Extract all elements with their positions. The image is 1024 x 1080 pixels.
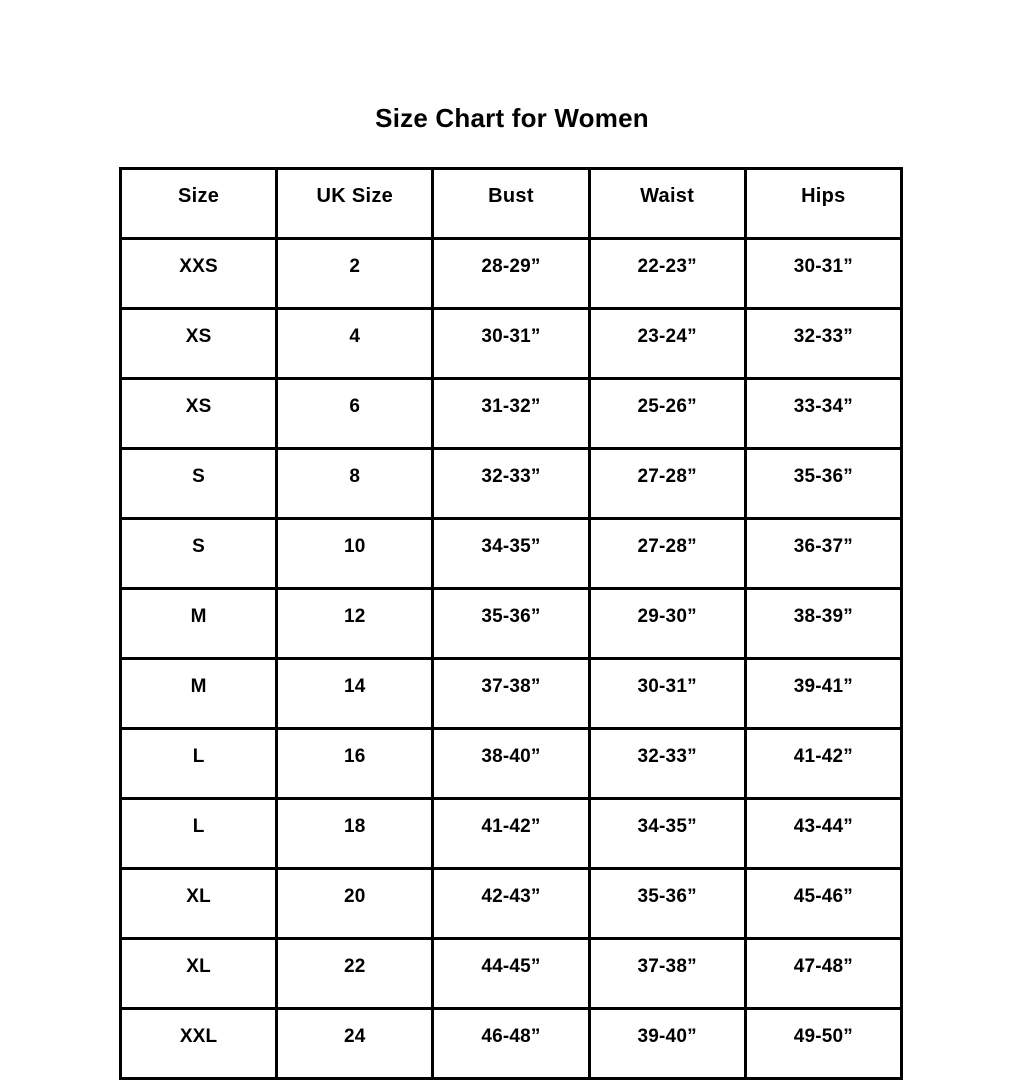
cell-bust: 38-40” [431, 727, 591, 800]
cell-hips: 47-48” [743, 937, 903, 1010]
cell-uk-size: 18 [275, 797, 435, 870]
cell-bust: 34-35” [431, 517, 591, 590]
cell-waist: 32-33” [587, 727, 747, 800]
table-body: XXS 2 28-29” 22-23” 30-31” XS 4 30-31” 2… [118, 237, 903, 1080]
cell-waist: 35-36” [587, 867, 747, 940]
cell-size: S [118, 517, 279, 590]
cell-bust: 44-45” [431, 937, 591, 1010]
size-chart-table: Size UK Size Bust Waist Hips XXS 2 28-29… [118, 167, 903, 1080]
cell-size: XXL [118, 1007, 279, 1080]
cell-size: XL [118, 937, 279, 1010]
table-row: S 10 34-35” 27-28” 36-37” [118, 517, 903, 590]
column-header-size: Size [118, 167, 279, 240]
cell-uk-size: 20 [275, 867, 435, 940]
cell-size: M [118, 657, 279, 730]
table-row: XL 20 42-43” 35-36” 45-46” [118, 867, 903, 940]
cell-bust: 46-48” [431, 1007, 591, 1080]
table-row: XXS 2 28-29” 22-23” 30-31” [118, 237, 903, 310]
cell-waist: 39-40” [587, 1007, 747, 1080]
cell-hips: 36-37” [743, 517, 903, 590]
cell-size: S [118, 447, 279, 520]
cell-bust: 35-36” [431, 587, 591, 660]
cell-size: XS [118, 377, 279, 450]
column-header-bust: Bust [431, 167, 591, 240]
column-header-hips: Hips [743, 167, 903, 240]
cell-waist: 27-28” [587, 517, 747, 590]
cell-waist: 37-38” [587, 937, 747, 1010]
table-row: XS 6 31-32” 25-26” 33-34” [118, 377, 903, 450]
table-row: XS 4 30-31” 23-24” 32-33” [118, 307, 903, 380]
cell-bust: 41-42” [431, 797, 591, 870]
table-row: L 16 38-40” 32-33” 41-42” [118, 727, 903, 800]
cell-waist: 27-28” [587, 447, 747, 520]
page-title: Size Chart for Women [375, 103, 649, 133]
cell-hips: 35-36” [743, 447, 903, 520]
cell-size: M [118, 587, 279, 660]
cell-size: L [118, 797, 279, 870]
cell-hips: 38-39” [743, 587, 903, 660]
cell-uk-size: 22 [275, 937, 435, 1010]
column-header-uk-size: UK Size [275, 167, 435, 240]
cell-bust: 28-29” [431, 237, 591, 310]
cell-hips: 33-34” [743, 377, 903, 450]
cell-uk-size: 10 [275, 517, 435, 590]
cell-size: XS [118, 307, 279, 380]
cell-hips: 43-44” [743, 797, 903, 870]
column-header-waist: Waist [587, 167, 747, 240]
cell-bust: 30-31” [431, 307, 591, 380]
table-row: M 12 35-36” 29-30” 38-39” [118, 587, 903, 660]
cell-size: XXS [118, 237, 279, 310]
cell-bust: 42-43” [431, 867, 591, 940]
cell-hips: 32-33” [743, 307, 903, 380]
cell-waist: 29-30” [587, 587, 747, 660]
table-row: XXL 24 46-48” 39-40” 49-50” [118, 1007, 903, 1080]
table-header: Size UK Size Bust Waist Hips [118, 167, 903, 240]
cell-uk-size: 16 [275, 727, 435, 800]
cell-uk-size: 12 [275, 587, 435, 660]
table-row: S 8 32-33” 27-28” 35-36” [118, 447, 903, 520]
cell-waist: 25-26” [587, 377, 747, 450]
cell-hips: 45-46” [743, 867, 903, 940]
cell-hips: 30-31” [743, 237, 903, 310]
cell-hips: 39-41” [743, 657, 903, 730]
cell-waist: 34-35” [587, 797, 747, 870]
cell-bust: 32-33” [431, 447, 591, 520]
cell-bust: 31-32” [431, 377, 591, 450]
cell-hips: 49-50” [743, 1007, 903, 1080]
table-row: M 14 37-38” 30-31” 39-41” [118, 657, 903, 730]
table-row: XL 22 44-45” 37-38” 47-48” [118, 937, 903, 1010]
size-chart-page: Size Chart for Women Size UK Size Bust W… [118, 103, 903, 1080]
cell-bust: 37-38” [431, 657, 591, 730]
cell-uk-size: 6 [275, 377, 435, 450]
cell-size: L [118, 727, 279, 800]
cell-uk-size: 2 [275, 237, 435, 310]
cell-uk-size: 8 [275, 447, 435, 520]
cell-waist: 22-23” [587, 237, 747, 310]
cell-uk-size: 4 [275, 307, 435, 380]
table-row: L 18 41-42” 34-35” 43-44” [118, 797, 903, 870]
cell-waist: 30-31” [587, 657, 747, 730]
table-header-row: Size UK Size Bust Waist Hips [118, 167, 903, 240]
cell-hips: 41-42” [743, 727, 903, 800]
cell-uk-size: 14 [275, 657, 435, 730]
cell-size: XL [118, 867, 279, 940]
cell-uk-size: 24 [275, 1007, 435, 1080]
cell-waist: 23-24” [587, 307, 747, 380]
